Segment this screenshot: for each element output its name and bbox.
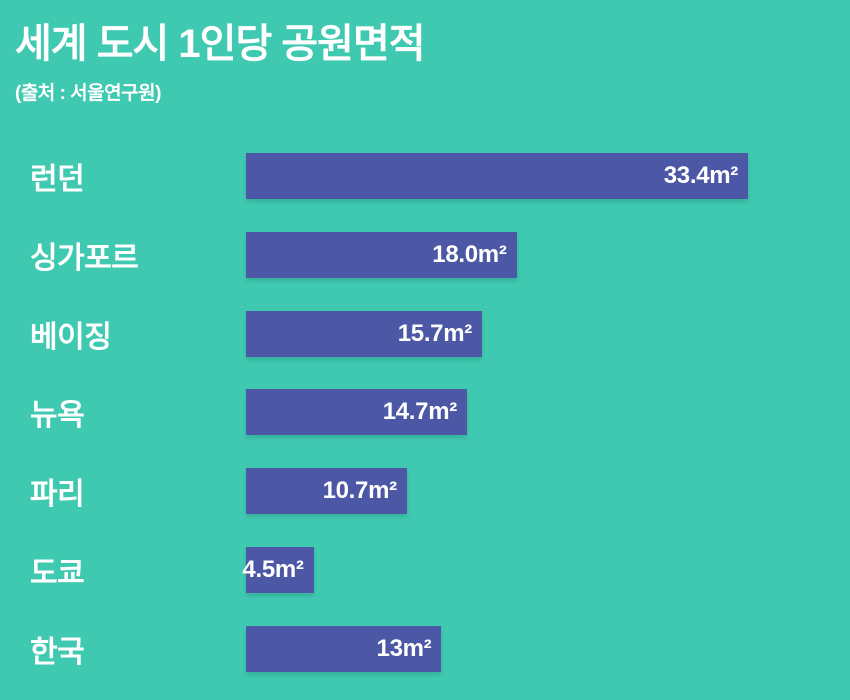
bar: 15.7m² bbox=[246, 310, 482, 357]
bar-value: 15.7m² bbox=[397, 319, 473, 347]
bar-value: 18.0m² bbox=[432, 240, 507, 268]
bar: 4.5m² bbox=[242, 546, 314, 593]
chart-title: 세계 도시 1인당 공원면적 bbox=[15, 22, 426, 66]
bar-value: 13m² bbox=[376, 634, 432, 662]
bar-value: 14.7m² bbox=[382, 398, 458, 426]
bar: 10.7m² bbox=[246, 468, 407, 515]
bar-label: 도쿄 bbox=[30, 556, 85, 590]
bar-row: 도쿄 4.5m² bbox=[0, 546, 850, 593]
bar-label: 베이징 bbox=[30, 320, 112, 354]
bar-value: 10.7m² bbox=[322, 477, 398, 505]
bar-row: 한국 13m² bbox=[0, 625, 850, 672]
bar: 13m² bbox=[246, 625, 442, 672]
bar: 14.7m² bbox=[246, 389, 467, 436]
bar-row: 싱가포르 18.0m² bbox=[0, 231, 850, 278]
bar-row: 런던 33.4m² bbox=[0, 153, 850, 199]
bar: 18.0m² bbox=[246, 231, 517, 278]
bar-row: 베이징 15.7m² bbox=[0, 310, 850, 357]
bar-label: 한국 bbox=[30, 635, 85, 669]
bar-label: 싱가포르 bbox=[30, 241, 139, 275]
bar-row: 뉴욕 14.7m² bbox=[0, 389, 850, 436]
bar-label: 뉴욕 bbox=[30, 399, 85, 433]
bar-row: 파리 10.7m² bbox=[0, 468, 850, 515]
bar-label: 런던 bbox=[30, 163, 85, 196]
bar-rows: 런던 33.4m² 싱가포르 18.0m² 베이징 15.7m² 뉴욕 14.7… bbox=[0, 153, 850, 672]
bar-value: 33.4m² bbox=[663, 162, 739, 189]
bar: 33.4m² bbox=[246, 153, 748, 199]
bar-value: 4.5m² bbox=[242, 555, 304, 583]
bar-label: 파리 bbox=[30, 478, 85, 512]
chart-source: (출처 : 서울연구원) bbox=[15, 83, 161, 104]
